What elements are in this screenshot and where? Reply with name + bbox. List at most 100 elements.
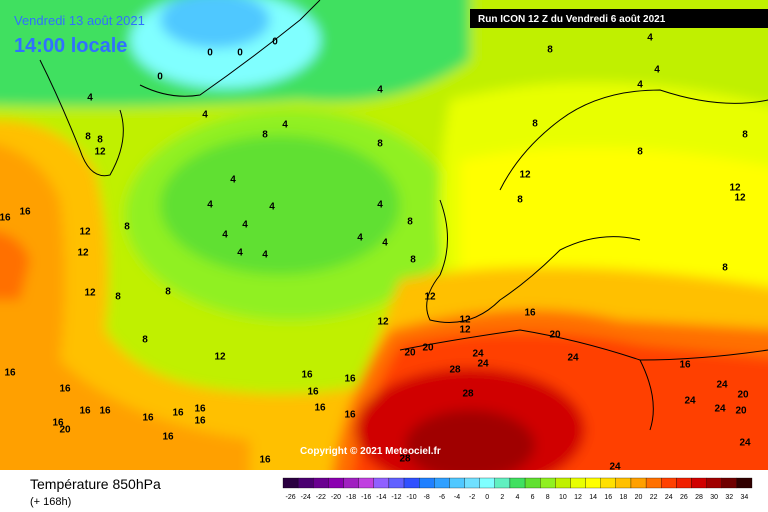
contour-label: 4 xyxy=(382,238,388,249)
contour-label: 8 xyxy=(637,147,643,158)
colorbar-label: -22 xyxy=(316,494,326,501)
colorbar-cell xyxy=(297,477,314,489)
contour-label: 16 xyxy=(142,413,154,424)
contour-label: 24 xyxy=(472,349,484,360)
colorbar-label: 8 xyxy=(546,494,550,501)
colorbar-label: 22 xyxy=(650,494,658,501)
colorbar-cell xyxy=(570,477,586,489)
contour-label: 16 xyxy=(162,432,174,443)
contour-label: 8 xyxy=(517,195,523,206)
colorbar-cell xyxy=(313,477,329,489)
colorbar-cell xyxy=(328,477,344,489)
contour-label: 8 xyxy=(85,132,91,143)
colorbar-cell xyxy=(388,477,405,489)
colorbar-label: 20 xyxy=(635,494,643,501)
colorbar-cell xyxy=(691,477,707,489)
colorbar-cell xyxy=(706,477,722,489)
contour-label: 16 xyxy=(524,308,536,319)
colorbar-cell xyxy=(736,477,753,489)
contour-label: 4 xyxy=(377,85,383,96)
contour-label: 16 xyxy=(259,455,271,466)
contour-label: 4 xyxy=(242,220,248,231)
colorbar-cell xyxy=(373,477,390,489)
colorbar-label: 2 xyxy=(500,494,504,501)
run-box xyxy=(470,9,768,28)
contour-label: 20 xyxy=(549,330,561,341)
colorbar-label: -8 xyxy=(424,494,430,501)
contour-label: 8 xyxy=(97,135,103,146)
colorbar-label: 18 xyxy=(620,494,628,501)
contour-label: 4 xyxy=(222,230,228,241)
colorbar-cell xyxy=(645,477,662,489)
contour-label: 12 xyxy=(734,193,746,204)
contour-label: 0 xyxy=(207,48,213,59)
contour-label: 4 xyxy=(237,248,243,259)
colorbar-label: 28 xyxy=(695,494,703,501)
footer-title: Température 850hPa xyxy=(30,476,161,492)
colorbar-label: 6 xyxy=(531,494,535,501)
contour-label: 4 xyxy=(637,80,643,91)
contour-label: 4 xyxy=(230,175,236,186)
contour-label: 12 xyxy=(729,183,741,194)
contour-label: 28 xyxy=(399,454,411,465)
colorbar-label: 32 xyxy=(725,494,733,501)
contour-label: 16 xyxy=(19,207,31,218)
colorbar-cell xyxy=(630,477,647,489)
contour-label: 16 xyxy=(679,360,691,371)
contour-label: 4 xyxy=(282,120,288,131)
colorbar-cell xyxy=(721,477,738,489)
contour-label: 16 xyxy=(79,406,91,417)
contour-label: 12 xyxy=(77,248,89,259)
contour-label: 12 xyxy=(519,170,531,181)
colorbar-cell xyxy=(509,477,526,489)
contour-label: 4 xyxy=(377,200,383,211)
contour-label: 4 xyxy=(647,33,653,44)
contour-label: 24 xyxy=(609,462,621,473)
colorbar-label: -4 xyxy=(454,494,460,501)
contour-label: 24 xyxy=(714,404,726,415)
contour-label: 0 xyxy=(237,48,243,59)
colorbar-cell xyxy=(358,477,374,489)
contour-label: 16 xyxy=(194,404,206,415)
contour-label: 12 xyxy=(94,147,106,158)
contour-label: 8 xyxy=(532,119,538,130)
colorbar-label: 4 xyxy=(516,494,520,501)
contour-label: 12 xyxy=(84,288,96,299)
colorbar-label: 10 xyxy=(559,494,567,501)
colorbar-label: 24 xyxy=(665,494,673,501)
contour-label: 8 xyxy=(722,263,728,274)
contour-label: 20 xyxy=(59,425,71,436)
colorbar-cell xyxy=(555,477,571,489)
colorbar-label: 34 xyxy=(741,494,749,501)
valid-time: 14:00 locale xyxy=(14,35,127,57)
contour-label: 28 xyxy=(462,389,474,400)
footer xyxy=(0,470,768,512)
contour-label: 4 xyxy=(654,65,660,76)
colorbar-label: -20 xyxy=(331,494,341,501)
contour-label: 16 xyxy=(172,408,184,419)
contour-label: 16 xyxy=(301,370,313,381)
contour-label: 8 xyxy=(742,130,748,141)
colorbar-cell xyxy=(676,477,692,489)
contour-label: 8 xyxy=(547,45,553,56)
colorbar-label: -10 xyxy=(407,494,417,501)
contour-label: 16 xyxy=(314,403,326,414)
contour-label: 8 xyxy=(165,287,171,298)
contour-label: 20 xyxy=(737,390,749,401)
colorbar-label: 12 xyxy=(574,494,582,501)
contour-label: 20 xyxy=(422,343,434,354)
contour-label: 8 xyxy=(115,292,121,303)
contour-label: 8 xyxy=(377,139,383,150)
contour-label: 20 xyxy=(735,406,747,417)
contour-label: 8 xyxy=(124,222,130,233)
colorbar-label: -2 xyxy=(469,494,475,501)
colorbar-cell xyxy=(282,477,299,489)
contour-label: 4 xyxy=(357,233,363,244)
contour-label: 16 xyxy=(194,416,206,427)
coastlines xyxy=(39,0,768,431)
colorbar-label: -16 xyxy=(361,494,371,501)
temperature-field xyxy=(0,0,768,492)
colorbar-label: -18 xyxy=(346,494,356,501)
